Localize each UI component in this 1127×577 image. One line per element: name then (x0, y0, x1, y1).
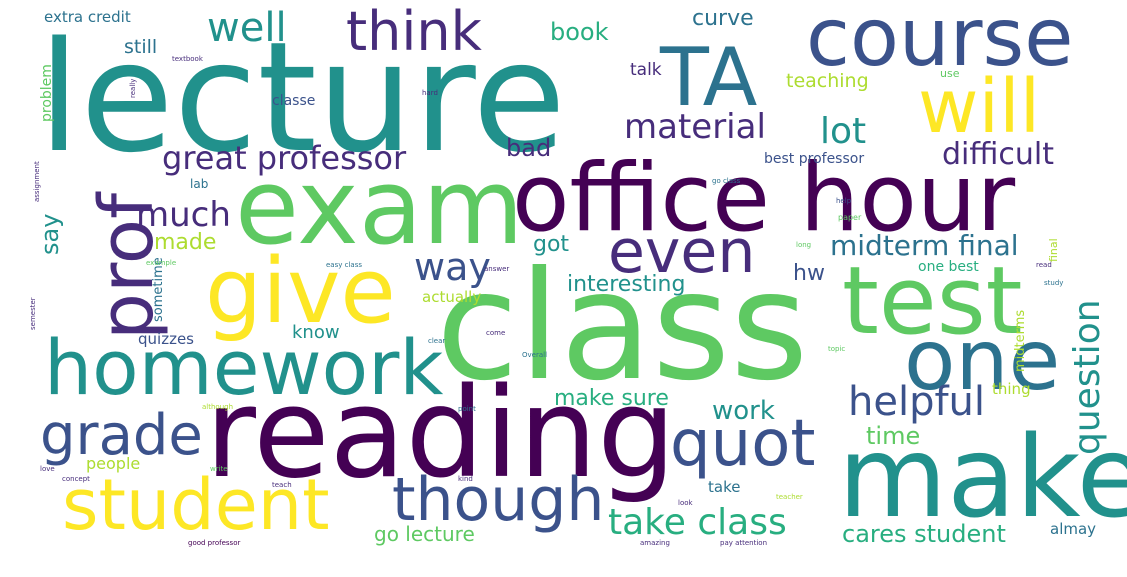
word-easy-class: easy class (326, 261, 362, 269)
word-made: made (154, 230, 217, 255)
word-make-sure: make sure (554, 386, 669, 411)
word-semester: semester (29, 297, 37, 330)
word-even: even (608, 217, 756, 287)
word-grade: grade (40, 403, 203, 468)
word-read: read (1036, 261, 1052, 269)
word-midterms: midterms (1013, 309, 1028, 372)
word-lab: lab (190, 177, 209, 191)
word-time: time (866, 422, 921, 450)
word-ta: TA (660, 31, 758, 124)
word-class: class (436, 240, 809, 414)
word-paper: paper (838, 213, 862, 222)
word-question: question (1067, 299, 1108, 455)
word-know: know (292, 322, 340, 343)
word-love: love (40, 465, 55, 473)
word-lecture: lecture (38, 9, 566, 186)
word-hw: hw (793, 261, 825, 286)
word-people: people (86, 454, 141, 473)
word-problem: problem (39, 64, 55, 122)
word-teacher: teacher (776, 493, 803, 501)
word-overall: Overall (522, 351, 548, 359)
word-exam: exam (235, 146, 524, 268)
word-great-professor: great professor (162, 139, 407, 177)
word-concept: concept (62, 475, 90, 483)
word-lot: lot (820, 111, 867, 152)
word-teach: teach (272, 481, 292, 489)
word-thing: thing (992, 380, 1031, 398)
word-one: one (904, 311, 1061, 409)
word-work: work (712, 396, 775, 426)
word-good-professor: good professor (188, 539, 241, 547)
word-quot: quot (670, 407, 816, 481)
word-book: book (550, 18, 609, 46)
word-material: material (624, 107, 766, 147)
word-talk: talk (630, 60, 662, 80)
word-long: long (796, 241, 812, 249)
word-interesting: interesting (567, 272, 686, 297)
word-midterm-final: midterm final (830, 229, 1019, 262)
word-final: final (1047, 238, 1060, 262)
word-think: think (346, 0, 482, 63)
word-clear: clear (428, 337, 446, 345)
word-assignment: assignment (33, 161, 41, 202)
word-write: write (210, 465, 228, 473)
word-will: will (918, 64, 1041, 150)
word-really: really (129, 78, 137, 98)
word-almay: almay (1050, 520, 1097, 538)
word-say: say (36, 213, 64, 255)
word-got: got (533, 232, 570, 257)
word-textbook: textbook (172, 55, 203, 63)
word-hard: hard (422, 89, 438, 97)
word-one-best: one best (918, 259, 979, 275)
word-cares-student: cares student (842, 520, 1006, 548)
word-actually: actually (422, 288, 482, 306)
word-pay-attention: pay attention (720, 539, 768, 547)
word-still: still (124, 36, 158, 58)
word-best-professor: best professor (764, 151, 865, 167)
word-go-class: go class (712, 177, 741, 185)
word-bad: bad (506, 134, 552, 162)
word-reading: reading (205, 362, 676, 506)
word-well: well (207, 5, 287, 51)
word-way: way (414, 245, 491, 289)
word-come: come (486, 329, 506, 337)
word-help: help (836, 197, 852, 205)
word-amazing: amazing (640, 539, 670, 547)
word-give: give (205, 239, 396, 344)
word-classe: classe (272, 93, 316, 109)
word-office-hour: office hour (512, 144, 1016, 253)
word-helpful: helpful (848, 379, 986, 425)
word-take-class: take class (608, 502, 787, 543)
word-go-lecture: go lecture (374, 522, 475, 546)
word-extra-credit: extra credit (44, 8, 131, 26)
word-difficult: difficult (942, 137, 1054, 172)
word-much: much (136, 195, 231, 235)
word-make: make (838, 413, 1127, 543)
word-although: although (202, 403, 234, 411)
word-course: course (806, 0, 1074, 84)
word-homework: homework (44, 323, 444, 412)
word-example: example (146, 259, 177, 267)
word-answer: answer (484, 265, 510, 273)
word-kind: kind (458, 475, 473, 483)
word-teaching: teaching (786, 70, 869, 92)
word-use: use (940, 67, 960, 80)
word-test: test (842, 247, 1023, 356)
word-topic: topic (828, 345, 846, 353)
word-study: study (1044, 279, 1064, 287)
word-look: look (678, 499, 693, 507)
word-curve: curve (692, 6, 754, 31)
word-quizzes: quizzes (138, 330, 194, 348)
word-though: though (392, 465, 605, 535)
word-point: point (458, 405, 476, 413)
word-student: student (62, 464, 330, 546)
word-take: take (708, 478, 741, 496)
